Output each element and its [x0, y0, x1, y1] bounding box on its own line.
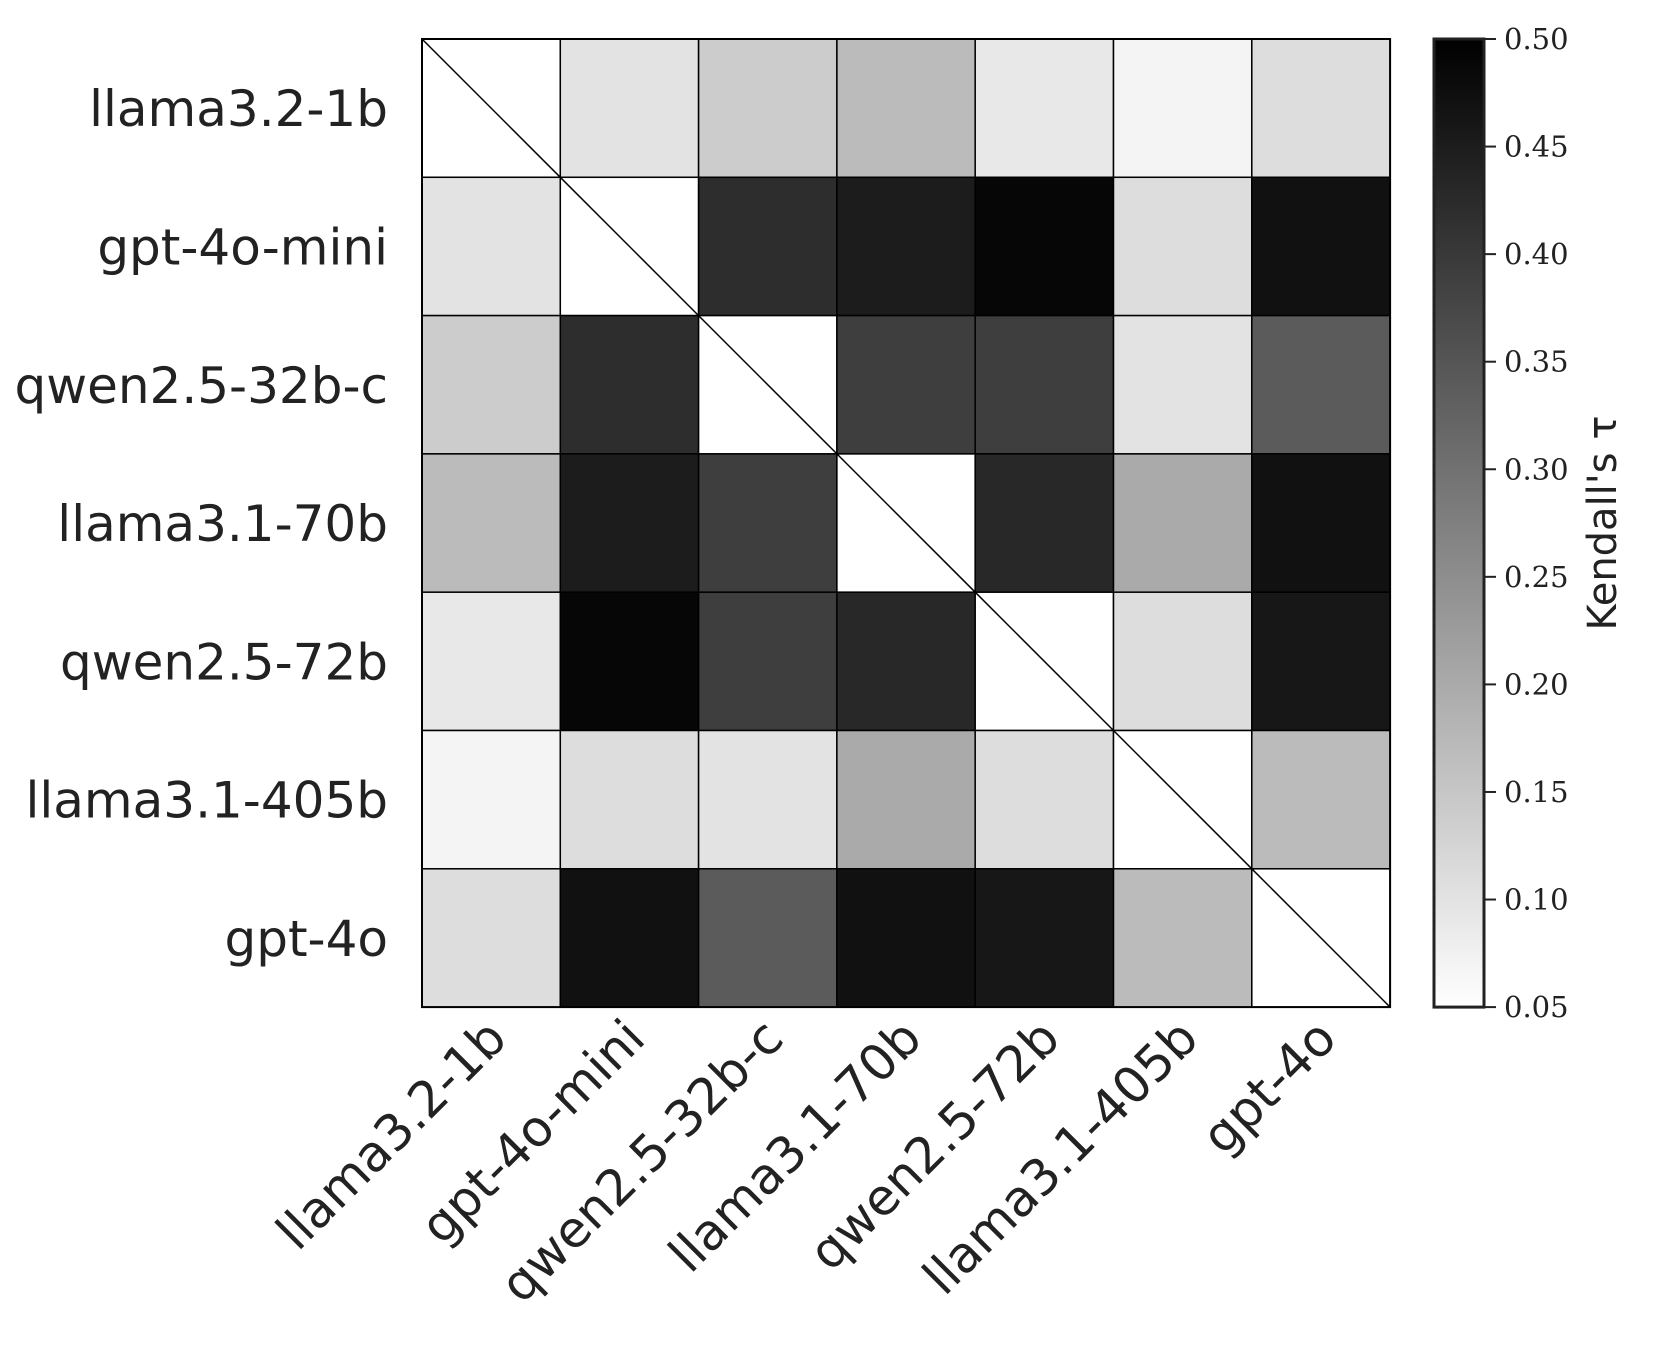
diagonal-cross-1: [559, 176, 700, 317]
colorbar-label: Kendall's τ: [1580, 416, 1626, 631]
diagonal-cross-2: [698, 315, 838, 455]
heatmap-cell-3-6: [1251, 453, 1391, 593]
heatmap-cell-0-4: [974, 38, 1115, 179]
colorbar-tick-label-8: 0.45: [1504, 130, 1569, 164]
row-label-3: llama3.1-70b: [57, 495, 388, 553]
heatmap-cell-5-3: [836, 729, 976, 870]
heatmap-cell-0-3: [836, 38, 976, 179]
column-labels: llama3.2-1bgpt-4o-miniqwen2.5-32b-cllama…: [265, 1009, 1347, 1314]
colorbar-tick-label-2: 0.15: [1504, 775, 1569, 809]
heatmap-cell-2-5: [1112, 314, 1253, 455]
heatmap-cell-3-5: [1112, 453, 1253, 593]
heatmap-cell-3-0: [421, 453, 562, 593]
heatmap-cell-2-0: [421, 314, 562, 455]
heatmap-cell-3-1: [559, 453, 700, 593]
heatmap-cell-4-6: [1251, 591, 1391, 732]
colorbar-tick-label-3: 0.20: [1504, 667, 1569, 701]
heatmap-cell-0-5: [1112, 38, 1253, 179]
diagonal-cross-0: [421, 38, 561, 178]
row-label-0: llama3.2-1b: [89, 80, 388, 138]
heatmap-cell-3-2: [697, 453, 838, 593]
row-labels: llama3.2-1b gpt-4o-mini qwen2.5-32b-c llama…: [14, 80, 388, 968]
heatmap-cells: [421, 38, 1391, 1008]
heatmap-cell-4-5: [1112, 591, 1253, 732]
heatmap-cell-5-4: [974, 729, 1115, 870]
row-label-4: qwen2.5-72b: [60, 633, 388, 691]
row-label-6: gpt-4o: [224, 910, 388, 968]
colorbar-tick-label-1: 0.10: [1504, 883, 1569, 917]
heatmap-cell-4-1: [559, 591, 700, 732]
colorbar-tick-label-0: 0.05: [1504, 990, 1569, 1024]
heatmap-cell-5-1: [559, 729, 700, 870]
heatmap-cell-2-6: [1251, 314, 1391, 455]
colorbar-gradient: [1432, 37, 1486, 1009]
heatmap-cell-6-1: [559, 868, 700, 1008]
diagonal-cross-6: [1251, 868, 1391, 1008]
heatmap-cell-2-3: [836, 314, 976, 455]
heatmap-cell-1-2: [697, 176, 838, 317]
heatmap-cell-1-5: [1112, 176, 1253, 317]
heatmap-cell-4-2: [697, 591, 838, 732]
heatmap-cell-6-3: [836, 868, 976, 1008]
row-label-1: gpt-4o-mini: [97, 218, 388, 276]
plot-frame: [421, 38, 1392, 1009]
heatmap-cell-0-2: [697, 38, 838, 179]
heatmap-cell-5-2: [697, 729, 838, 870]
heatmap-cell-6-4: [974, 868, 1115, 1008]
colorbar-ticks: 0.05 0.10 0.15 0.20 0.25 0.30 0.35 0.40 0.45 0.50: [1484, 22, 1569, 1024]
diagonal-cross-3: [836, 453, 976, 593]
diagonal-lines: [421, 38, 1391, 1008]
heatmap-cell-4-0: [421, 591, 562, 732]
heatmap-cell-0-1: [559, 38, 700, 179]
row-label-5: llama3.1-405b: [26, 772, 389, 830]
heatmap-cell-3-4: [974, 453, 1115, 593]
colorbar-tick-label-9: 0.50: [1504, 22, 1569, 56]
colorbar-tick-label-5: 0.30: [1504, 452, 1569, 486]
heatmap-cell-1-6: [1251, 176, 1391, 317]
heatmap-cell-6-0: [421, 868, 562, 1008]
heatmap-cell-6-2: [697, 868, 838, 1008]
colorbar-tick-label-4: 0.25: [1504, 560, 1569, 594]
heatmap-cell-5-6: [1251, 729, 1391, 870]
heatmap-cell-0-6: [1251, 38, 1391, 179]
colorbar-tick-label-6: 0.35: [1504, 345, 1569, 379]
row-label-2: qwen2.5-32b-c: [14, 357, 388, 415]
column-label-4: qwen2.5-72b: [798, 1009, 1071, 1282]
diagonal-cross-5: [1112, 729, 1253, 870]
colorbar: 0.05 0.10 0.15 0.20 0.25 0.30 0.35 0.40 0.45 0.50…: [1432, 22, 1626, 1024]
heatmap-cell-2-1: [559, 314, 700, 455]
colorbar-tick-label-7: 0.40: [1504, 237, 1569, 271]
heatmap-cell-1-4: [974, 176, 1115, 317]
column-label-6: gpt-4o: [1191, 1009, 1348, 1166]
heatmap-cell-1-0: [421, 176, 562, 317]
diagonal-cross-4: [974, 591, 1115, 732]
heatmap-cell-6-5: [1112, 868, 1253, 1008]
heatmap-cell-4-3: [836, 591, 976, 732]
heatmap-cell-5-0: [421, 729, 562, 870]
heatmap-cell-1-3: [836, 176, 976, 317]
heatmap-cell-2-4: [974, 314, 1115, 455]
